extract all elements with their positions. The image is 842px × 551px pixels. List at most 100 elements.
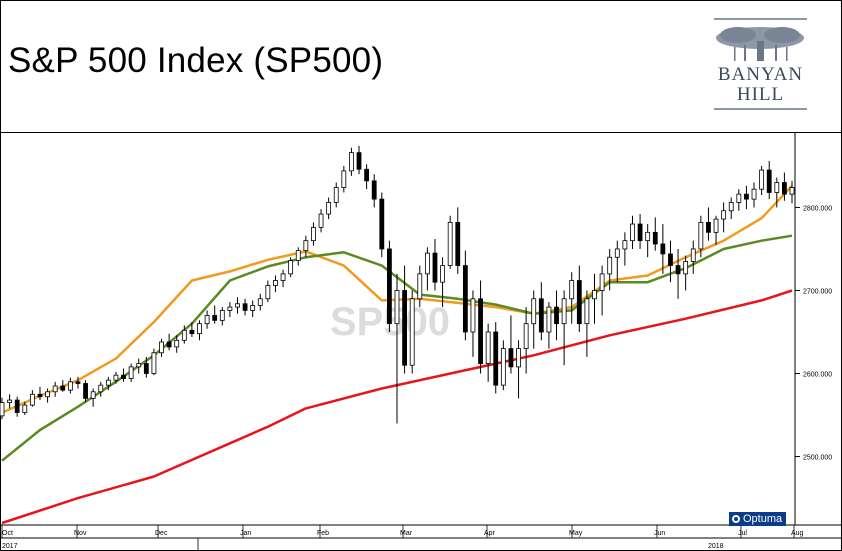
candle bbox=[7, 394, 12, 409]
candle-body bbox=[90, 391, 96, 399]
candle-body bbox=[690, 248, 696, 262]
candlesticks bbox=[0, 145, 795, 424]
candle-body bbox=[67, 381, 73, 391]
x-tick-label: Jun bbox=[654, 530, 665, 537]
candle bbox=[273, 275, 278, 293]
candle-body bbox=[257, 298, 263, 306]
moving-average-slow-line bbox=[1, 289, 793, 525]
candle-body bbox=[546, 306, 552, 333]
candle-body bbox=[242, 303, 248, 311]
x-year-label: 2017 bbox=[2, 543, 18, 550]
candle bbox=[151, 348, 157, 376]
candle-body bbox=[576, 280, 582, 325]
candle-body bbox=[447, 221, 453, 266]
candle bbox=[280, 269, 286, 288]
candle-body bbox=[531, 298, 537, 325]
candle-body bbox=[364, 168, 370, 182]
candle-body bbox=[470, 298, 476, 333]
candle-body bbox=[683, 261, 689, 275]
candle-body bbox=[538, 298, 544, 333]
candle bbox=[706, 207, 711, 241]
candle bbox=[394, 273, 400, 424]
candle bbox=[637, 214, 643, 249]
x-tick-label: Aug bbox=[791, 530, 804, 537]
candle-body bbox=[668, 253, 673, 266]
banyan-hill-logo: BANYAN HILL bbox=[714, 18, 807, 110]
candle-body bbox=[424, 252, 430, 275]
candle bbox=[45, 388, 50, 403]
candle bbox=[470, 290, 476, 357]
candle-body bbox=[766, 169, 772, 193]
candle bbox=[683, 255, 689, 291]
candle bbox=[440, 257, 445, 308]
logo-text-hill: HILL bbox=[736, 84, 785, 105]
candle-body bbox=[14, 399, 20, 413]
candle-body bbox=[759, 169, 765, 190]
x-tick-label: Jan bbox=[240, 530, 251, 537]
y-tick-label: 2700.000 bbox=[803, 288, 832, 295]
candle bbox=[52, 381, 58, 397]
candle-body bbox=[440, 265, 445, 283]
candle bbox=[341, 165, 347, 193]
candle bbox=[67, 377, 73, 394]
candle-body bbox=[500, 348, 506, 386]
candle-body bbox=[652, 231, 658, 245]
candle bbox=[128, 363, 134, 382]
candle-body bbox=[561, 298, 567, 325]
candle bbox=[751, 182, 757, 208]
y-tick-label: 2600.000 bbox=[803, 372, 832, 379]
candle bbox=[782, 172, 787, 201]
candle-body bbox=[318, 213, 324, 228]
x-tick-label: Dec bbox=[155, 530, 168, 537]
candle-body bbox=[113, 374, 119, 381]
candle-body bbox=[235, 303, 240, 308]
candle bbox=[303, 235, 309, 258]
candle bbox=[371, 174, 377, 208]
candle-body bbox=[45, 391, 50, 398]
candle-body bbox=[326, 202, 332, 215]
candle-body bbox=[751, 188, 757, 200]
candle-body bbox=[288, 260, 294, 275]
candle bbox=[90, 388, 96, 407]
candle-body bbox=[22, 404, 28, 413]
candle-body bbox=[60, 385, 66, 391]
x-year-label: 2018 bbox=[708, 543, 724, 550]
optuma-logo-icon bbox=[732, 515, 740, 523]
candle bbox=[121, 368, 126, 382]
candle bbox=[387, 240, 392, 332]
candle-body bbox=[219, 310, 225, 321]
candle bbox=[584, 290, 590, 357]
candle bbox=[561, 290, 567, 366]
candle-body bbox=[485, 331, 491, 364]
candle-body bbox=[29, 393, 35, 406]
x-tick-label: Feb bbox=[317, 530, 329, 537]
y-axis-ticks: 2800.000 2700.000 2600.000 2500.000 bbox=[795, 205, 832, 462]
candle bbox=[349, 147, 354, 176]
candle-body bbox=[311, 226, 316, 242]
x-tick-label: Jul bbox=[738, 530, 747, 537]
candle bbox=[288, 257, 294, 278]
candle-body bbox=[151, 352, 157, 374]
logo-text-banyan: BANYAN bbox=[717, 64, 804, 85]
candle-body bbox=[128, 366, 134, 379]
candle-body bbox=[569, 280, 575, 300]
candle bbox=[744, 185, 749, 210]
candle-body bbox=[227, 306, 233, 311]
candle-body bbox=[614, 248, 620, 258]
candle bbox=[181, 325, 187, 344]
candle-body bbox=[736, 193, 742, 203]
candle bbox=[447, 215, 453, 269]
moving-average-mid-line bbox=[1, 234, 793, 462]
chart-header: S&P 500 Index (SP500) BANYAN HILL bbox=[0, 0, 842, 133]
candle bbox=[493, 322, 499, 394]
candle bbox=[265, 280, 271, 303]
candle-body bbox=[432, 252, 438, 283]
candle-body bbox=[402, 290, 407, 366]
candle-body bbox=[592, 290, 597, 300]
candle-body bbox=[143, 363, 149, 374]
candle bbox=[721, 202, 727, 233]
candle bbox=[22, 401, 28, 416]
candle-body bbox=[197, 323, 202, 335]
candle-body bbox=[166, 341, 172, 348]
